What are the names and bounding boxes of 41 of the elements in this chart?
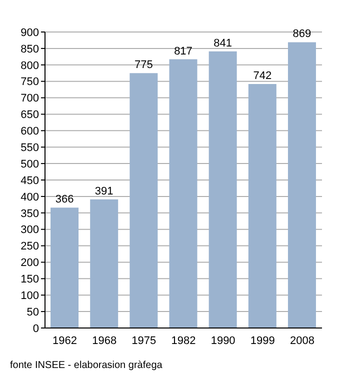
data-label: 841 — [214, 37, 232, 50]
y-tick-label: 100 — [20, 290, 39, 302]
x-tick-label: 2008 — [290, 334, 314, 347]
x-tick-label: 1975 — [132, 334, 156, 347]
y-tick-label: 450 — [20, 174, 39, 187]
x-tick-label: 1990 — [210, 334, 236, 347]
data-label: 869 — [292, 28, 312, 40]
data-label: 366 — [55, 194, 74, 206]
data-label: 775 — [134, 59, 153, 72]
y-tick-label: 50 — [26, 306, 39, 318]
x-tick-label: 1999 — [250, 334, 275, 347]
y-tick-label: 350 — [20, 208, 39, 220]
bar — [130, 73, 158, 328]
bar — [208, 51, 237, 328]
y-tick-label: 150 — [20, 274, 39, 286]
x-tick-label: 1962 — [52, 334, 78, 347]
data-label: 391 — [94, 185, 114, 198]
bar — [288, 42, 316, 328]
source-note: fonte INSEE - elaborasion gràfega — [10, 360, 164, 371]
y-tick-label: 500 — [20, 158, 39, 170]
y-tick-label: 600 — [20, 126, 39, 138]
y-tick-label: 250 — [20, 240, 39, 253]
x-tick-label: 1968 — [92, 334, 117, 347]
y-tick-label: 700 — [20, 92, 39, 105]
y-tick-label: 550 — [20, 142, 39, 154]
y-tick-label: 0 — [32, 322, 39, 335]
x-tick-label: 1982 — [171, 334, 196, 347]
y-tick-label: 850 — [20, 43, 39, 56]
bar — [90, 199, 118, 328]
y-tick-label: 900 — [20, 26, 39, 39]
y-tick-label: 300 — [20, 224, 39, 236]
y-tick-label: 800 — [20, 60, 39, 72]
y-tick-label: 200 — [20, 257, 39, 270]
y-tick-label: 400 — [20, 191, 39, 204]
y-tick-label: 750 — [20, 76, 39, 88]
data-label: 817 — [174, 45, 192, 58]
bar — [248, 84, 276, 328]
data-label: 742 — [253, 70, 272, 82]
y-tick-label: 650 — [20, 109, 39, 122]
bar — [169, 59, 198, 328]
bar — [50, 208, 79, 328]
